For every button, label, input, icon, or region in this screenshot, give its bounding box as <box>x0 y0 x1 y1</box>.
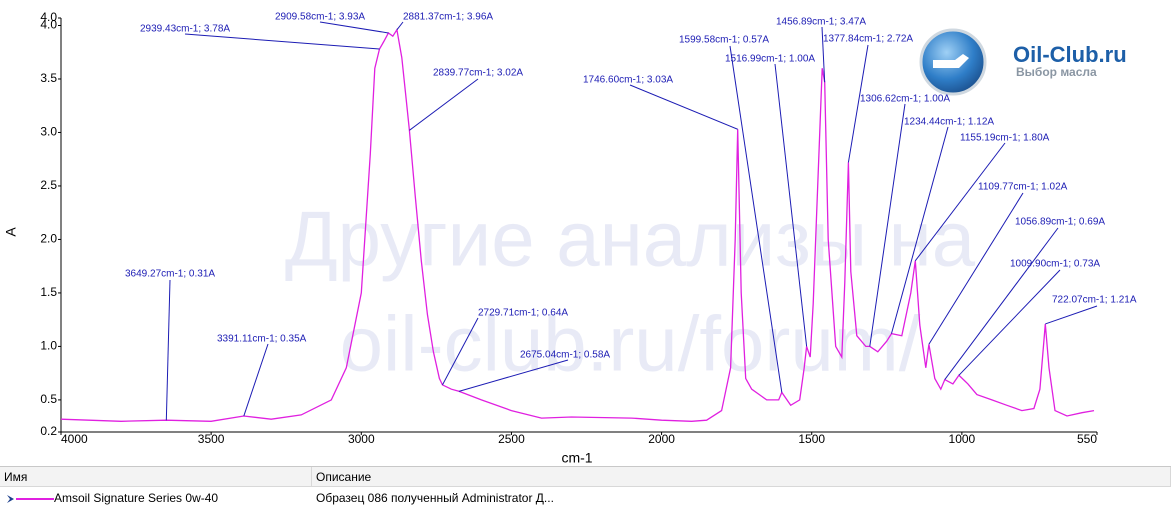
annotation-leader <box>458 359 569 392</box>
y-axis-title: A <box>3 227 19 237</box>
y-tick-label: 4.0 <box>40 18 57 32</box>
annotation-label: 1599.58cm-1; 0.57A <box>679 35 769 46</box>
annotation-label: 1109.77cm-1; 1.02A <box>978 182 1068 193</box>
annotation-leader <box>442 317 479 386</box>
logo-subtitle: Выбор масла <box>1016 65 1097 79</box>
legend-row-name[interactable]: Amsoil Signature Series 0w-40 <box>0 488 312 508</box>
x-tick-label: 3000 <box>348 432 375 446</box>
annotation-label: 3649.27cm-1; 0.31A <box>125 269 215 280</box>
x-tick-label: 550 <box>1077 432 1097 446</box>
x-tick-label: 1500 <box>798 432 825 446</box>
column-header[interactable]: Описание <box>312 467 1171 487</box>
annotation-leader <box>928 192 1024 345</box>
annotation-label: 2909.58cm-1; 3.93A <box>275 12 365 23</box>
y-tick-label: 2.5 <box>40 178 57 192</box>
x-tick-label: 3500 <box>198 432 225 446</box>
annotation-leader <box>629 84 738 130</box>
logo-title: Oil-Club.ru <box>1013 42 1127 67</box>
annotation-leader <box>184 33 380 50</box>
annotation-label: 1056.89cm-1; 0.69A <box>1015 217 1105 228</box>
annotation-leader <box>729 45 783 393</box>
annotation-leader <box>319 21 389 34</box>
legend-row-description[interactable]: Образец 086 полученный Administrator Д..… <box>316 491 554 505</box>
annotation-label: 1234.44cm-1; 1.12A <box>904 117 994 128</box>
annotation-label: 2881.37cm-1; 3.96A <box>403 12 493 23</box>
annotation-leader <box>821 26 826 83</box>
annotation-leader <box>1045 305 1098 325</box>
y-tick-label: 1.5 <box>40 285 57 299</box>
x-tick-label: 1000 <box>949 432 976 446</box>
watermark: Другие анализы на <box>285 195 976 283</box>
annotation-label: 2675.04cm-1; 0.58A <box>520 350 610 361</box>
annotation-label: 1306.62cm-1; 1.00A <box>860 94 950 105</box>
y-tick-label: 0.5 <box>40 392 57 406</box>
chart: Другие анализы на oil-club.ru/forum/ Oil… <box>3 10 1137 466</box>
y-tick-label: 3.0 <box>40 125 57 139</box>
annotation-leader <box>774 63 808 347</box>
y-tick-label: 3.5 <box>40 71 57 85</box>
annotation-leader <box>914 142 1006 262</box>
legend-icon <box>7 494 54 503</box>
annotation-leader <box>396 21 404 31</box>
y-tick-label: 2.0 <box>40 232 57 246</box>
annotation-label: 1516.99cm-1; 1.00A <box>725 54 815 65</box>
annotation-leader <box>890 126 949 334</box>
legend-label: Amsoil Signature Series 0w-40 <box>54 491 219 505</box>
annotation-label: 1746.60cm-1; 3.03A <box>583 75 673 86</box>
legend-table: Имя Описание Amsoil Signature Series 0w-… <box>0 466 1171 510</box>
annotation-label: 1155.19cm-1; 1.80A <box>960 133 1050 144</box>
annotation-leader <box>409 78 479 131</box>
annotation-leader <box>958 269 1061 376</box>
y-tick-label: 0.2 <box>40 424 57 438</box>
annotation-leader <box>869 103 906 347</box>
annotation-leader <box>847 44 869 163</box>
annotation-label: 1009.90cm-1; 0.73A <box>1010 259 1100 270</box>
column-header[interactable]: Имя <box>0 467 312 487</box>
annotation-leader <box>243 343 269 417</box>
y-tick-label: 1.0 <box>40 339 57 353</box>
annotation-label: 3391.11cm-1; 0.35A <box>217 334 307 345</box>
annotation-label: 722.07cm-1; 1.21A <box>1052 295 1137 306</box>
annotation-label: 2729.71cm-1; 0.64A <box>478 308 568 319</box>
x-tick-label: 2000 <box>648 432 675 446</box>
x-tick-label: 4000 <box>61 432 88 446</box>
y-tick-label: 4.0 <box>40 10 57 24</box>
annotation-leader <box>165 279 171 421</box>
x-axis-title: cm-1 <box>561 450 592 466</box>
annotation-label: 2939.43cm-1; 3.78A <box>140 24 230 35</box>
annotation-label: 2839.77cm-1; 3.02A <box>433 68 523 79</box>
annotation-leader <box>944 227 1059 380</box>
annotation-label: 1456.89cm-1; 3.47A <box>776 17 866 28</box>
watermark: oil-club.ru/forum/ <box>340 300 921 388</box>
annotation-label: 1377.84cm-1; 2.72A <box>823 34 913 45</box>
x-tick-label: 2500 <box>498 432 525 446</box>
logo-can <box>933 54 969 68</box>
